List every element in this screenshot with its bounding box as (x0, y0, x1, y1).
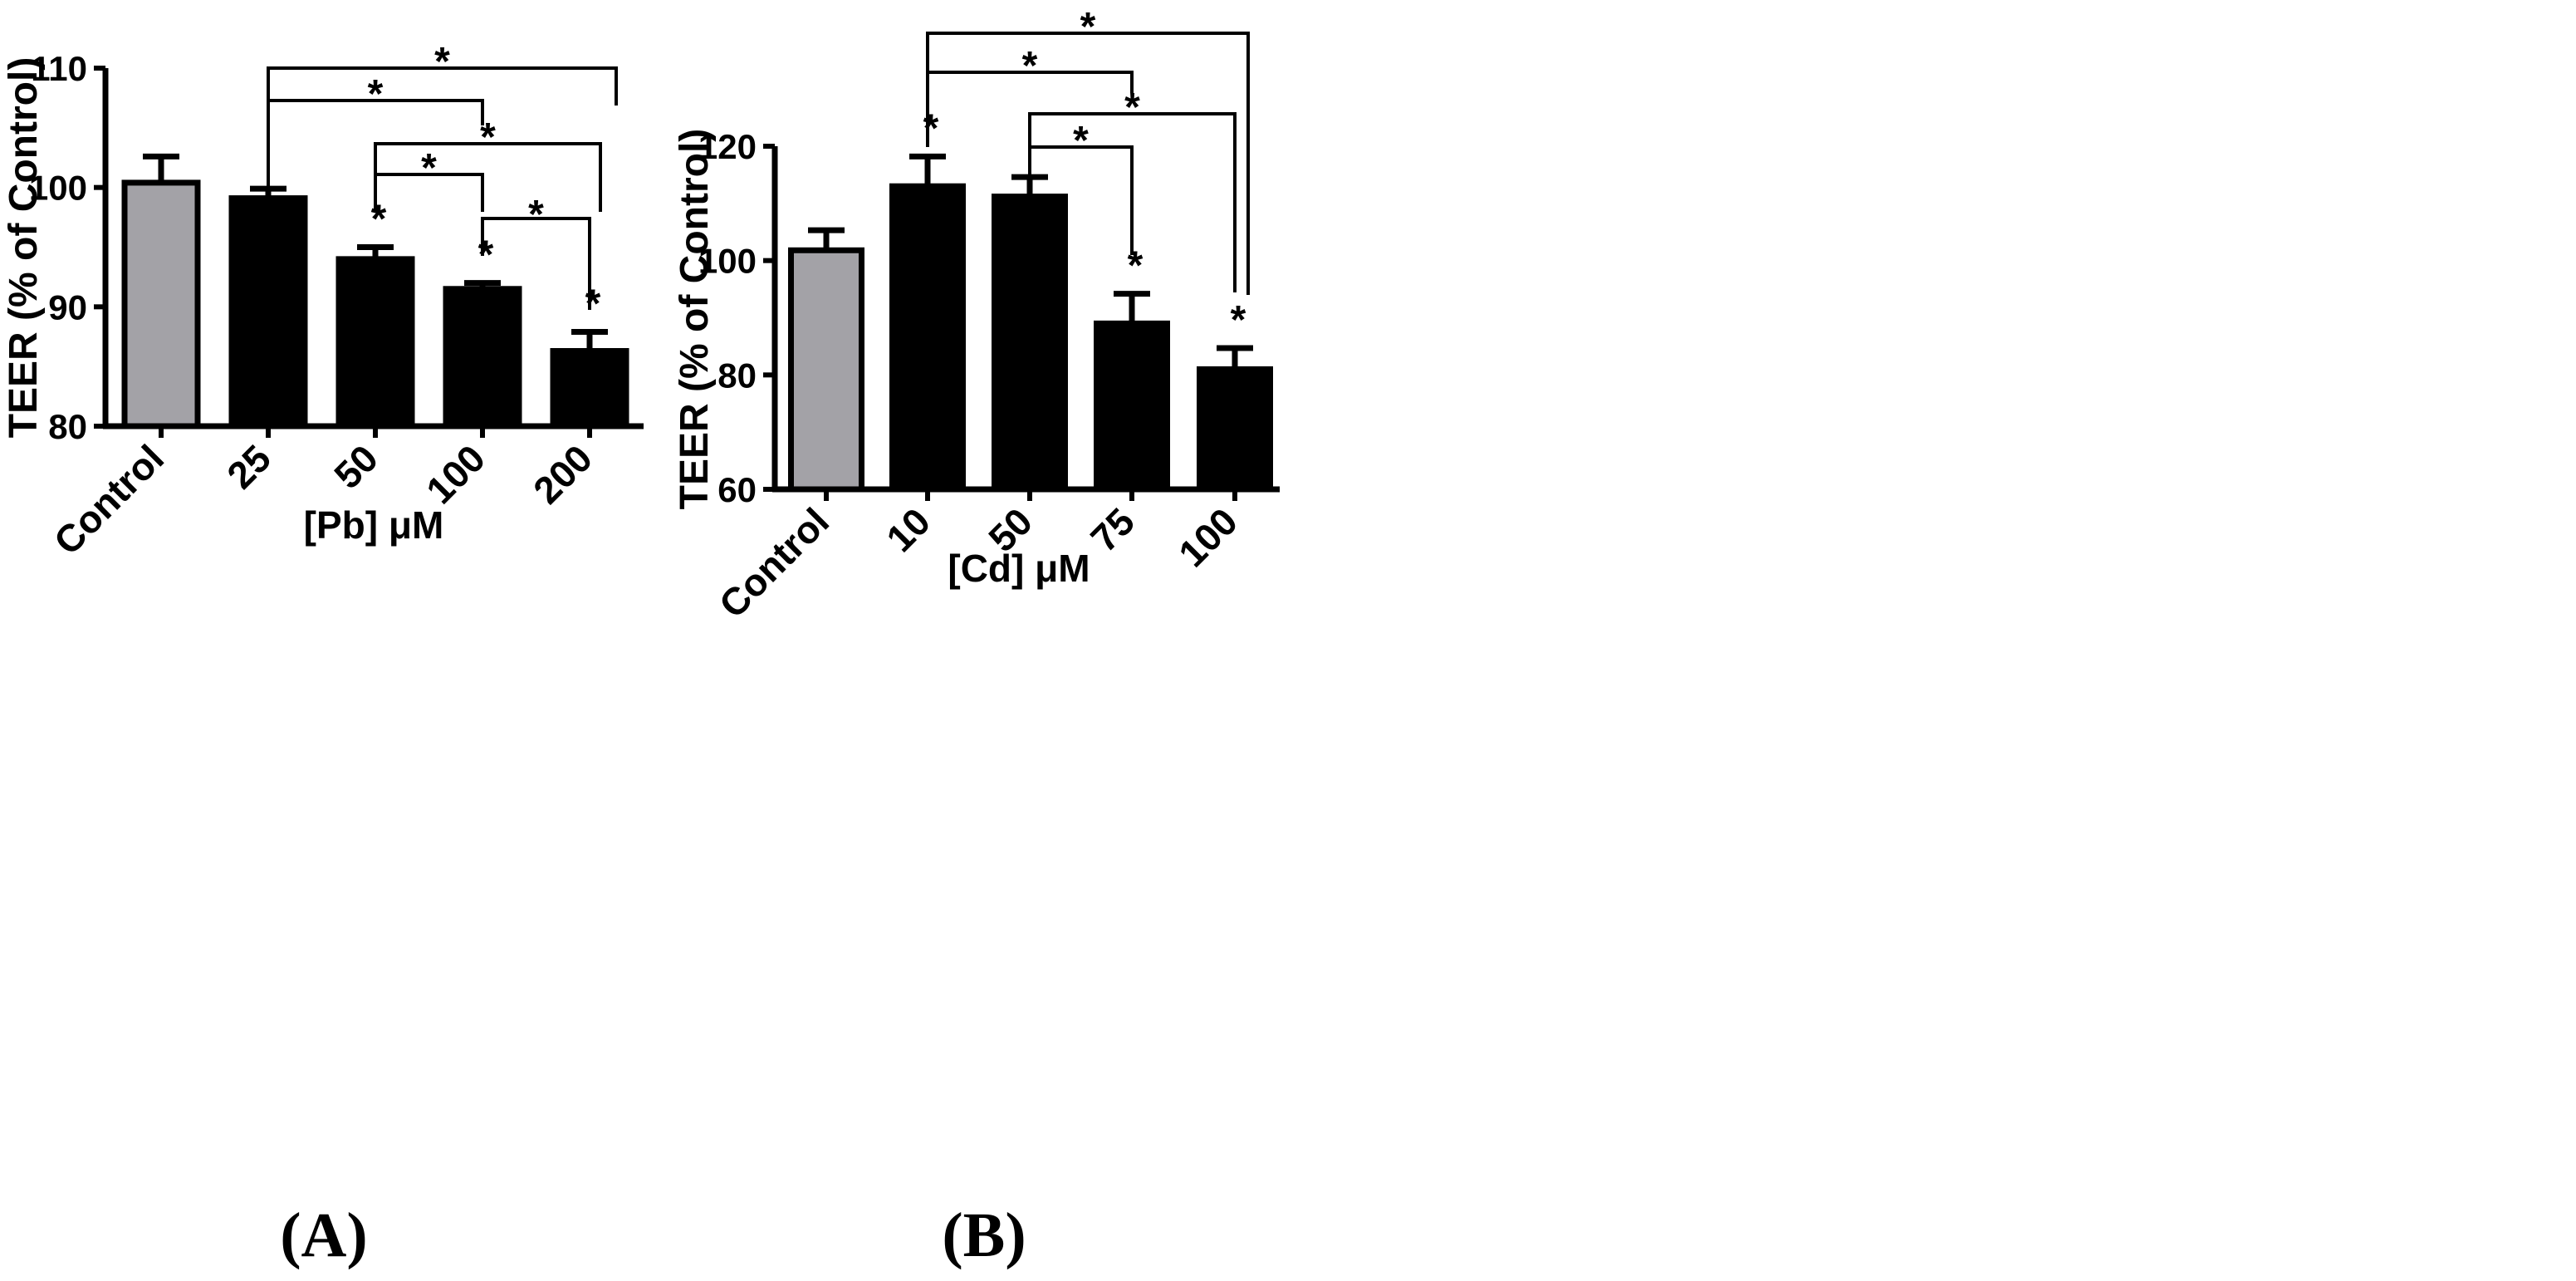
significance-star: * (1128, 244, 1144, 288)
significance-star: * (923, 106, 939, 150)
bar-25 (228, 195, 308, 429)
y-tick-label: 120 (698, 127, 757, 166)
category-label: 75 (1082, 499, 1143, 560)
bar-10 (889, 183, 966, 493)
comparison-star: * (1080, 5, 1096, 49)
panel-label: (B) (942, 1200, 1026, 1270)
category-label: Control (46, 436, 172, 562)
comparison-bracket (1028, 145, 1134, 255)
comparison-star: * (1073, 119, 1089, 163)
y-tick-label: 100 (29, 169, 87, 208)
bar-75 (1094, 320, 1170, 493)
significance-star: * (1231, 298, 1246, 342)
category-label: 25 (218, 436, 279, 497)
comparison-bracket (267, 99, 484, 187)
y-axis-title: TEER (% of Control) (2, 57, 46, 439)
comparison-star: * (480, 115, 496, 160)
category-label: Control (711, 499, 837, 626)
x-axis-title: [Pb] μM (304, 503, 444, 547)
y-tick-label: 90 (48, 287, 87, 326)
significance-star: * (371, 198, 387, 242)
significance-star: * (585, 282, 601, 326)
category-label: 50 (326, 436, 386, 497)
category-label: 100 (1170, 499, 1246, 575)
bar-control (121, 179, 201, 429)
y-tick-label: 80 (717, 356, 757, 395)
comparison-bracket (926, 71, 1134, 147)
comparison-star: * (421, 146, 437, 190)
bar-100 (1197, 366, 1273, 493)
comparison-star: * (434, 40, 450, 84)
comparison-star: * (528, 193, 544, 237)
y-tick-label: 80 (48, 407, 87, 446)
significance-star: * (478, 233, 494, 277)
category-label: 200 (525, 436, 600, 512)
x-axis-title: [Cd] μM (948, 547, 1090, 590)
comparison-bracket (481, 217, 591, 310)
y-tick-label: 110 (31, 49, 87, 88)
comparison-bracket (374, 173, 484, 212)
bar-100 (443, 286, 522, 429)
y-axis-title: TEER (% of Control) (673, 129, 717, 510)
category-label: 10 (878, 499, 938, 560)
y-tick-label: 100 (698, 242, 757, 281)
comparison-star: * (368, 72, 384, 116)
panel-label: (A) (280, 1200, 368, 1270)
comparison-star: * (1124, 86, 1140, 130)
category-label: 100 (418, 436, 493, 512)
bar-200 (550, 347, 629, 429)
comparison-star: * (1022, 44, 1038, 88)
comparison-bracket (1028, 112, 1237, 292)
bar-50 (335, 256, 415, 429)
y-tick-label: 60 (717, 470, 757, 509)
bar-control (788, 247, 864, 493)
bar-50 (992, 194, 1068, 493)
